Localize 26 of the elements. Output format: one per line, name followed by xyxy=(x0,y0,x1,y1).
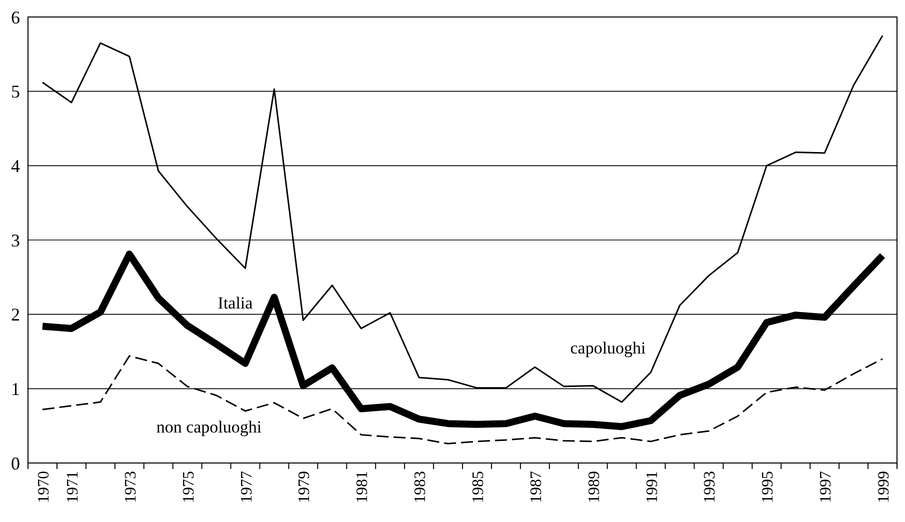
series-label: capoluoghi xyxy=(570,338,646,358)
y-tick-label: 2 xyxy=(11,304,20,325)
x-tick-label: 1995 xyxy=(760,471,777,503)
series-label: Italia xyxy=(218,293,254,312)
x-tick-label: 1989 xyxy=(586,471,603,503)
x-tick-label: 1983 xyxy=(412,471,430,503)
x-tick-label: 1979 xyxy=(296,471,314,503)
y-tick-label: 1 xyxy=(11,378,20,399)
x-tick-label: 1999 xyxy=(876,471,893,503)
series-label: non capoluoghi xyxy=(156,417,262,436)
x-tick-label: 1973 xyxy=(122,471,140,503)
x-tick-label: 1981 xyxy=(354,471,372,503)
y-tick-label: 3 xyxy=(11,230,20,250)
x-tick-label: 1993 xyxy=(702,471,719,503)
x-tick-label: 1987 xyxy=(528,471,545,503)
x-tick-label: 1997 xyxy=(818,471,835,503)
x-tick-label: 1977 xyxy=(238,471,256,503)
x-tick-label: 1985 xyxy=(470,471,487,503)
x-tick-label: 1971 xyxy=(64,471,82,503)
y-tick-label: 5 xyxy=(11,82,20,102)
y-tick-label: 6 xyxy=(11,7,20,28)
x-tick-label: 1991 xyxy=(644,471,661,503)
y-tick-label: 0 xyxy=(11,453,20,474)
x-tick-label: 1975 xyxy=(180,471,198,503)
y-tick-label: 4 xyxy=(11,156,20,176)
x-tick-label: 1970 xyxy=(35,471,52,503)
